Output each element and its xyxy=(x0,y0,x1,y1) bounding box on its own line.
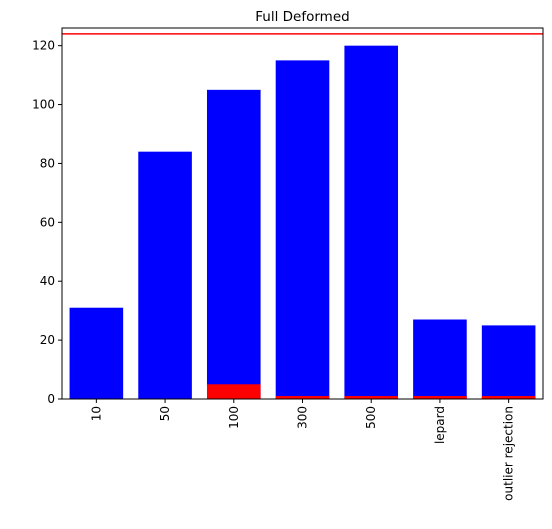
x-tick-label: 10 xyxy=(89,406,103,421)
bar-s2-100 xyxy=(206,384,261,399)
y-tick-label: 20 xyxy=(40,333,55,347)
x-tick-label: outlier rejection xyxy=(502,406,516,501)
bar-s1-50 xyxy=(138,151,192,399)
bars-layer xyxy=(69,45,536,400)
y-tick-label: 0 xyxy=(47,392,55,406)
y-tick-label: 120 xyxy=(32,39,55,53)
bar-s1-100 xyxy=(206,89,261,399)
x-tick-label: 50 xyxy=(158,406,172,421)
bar-s2-300 xyxy=(275,396,330,399)
x-tick-label: lepard xyxy=(433,406,447,444)
y-tick-label: 40 xyxy=(40,274,55,288)
bar-s1-10 xyxy=(69,307,124,399)
bar-s2-lepard xyxy=(413,396,467,399)
bar-s1-500 xyxy=(344,45,399,400)
y-tick-label: 60 xyxy=(40,215,55,229)
y-axis: 0 20 40 60 80 100 120 xyxy=(32,39,62,406)
bar-s1-outlier-rejection xyxy=(481,325,536,399)
bar-s2-outlier-rejection xyxy=(481,396,536,399)
y-tick-label: 100 xyxy=(32,98,55,112)
bar-s1-lepard xyxy=(413,319,467,399)
y-tick-label: 80 xyxy=(40,156,55,170)
x-tick-label: 100 xyxy=(227,406,241,429)
x-tick-label: 300 xyxy=(296,406,310,429)
x-tick-label: 500 xyxy=(364,406,378,429)
bar-s1-300 xyxy=(275,60,330,400)
chart-title: Full Deformed xyxy=(255,9,349,25)
x-axis: 10 50 100 300 500 lepard outlier rejection xyxy=(89,399,516,501)
bar-s2-500 xyxy=(344,396,399,399)
